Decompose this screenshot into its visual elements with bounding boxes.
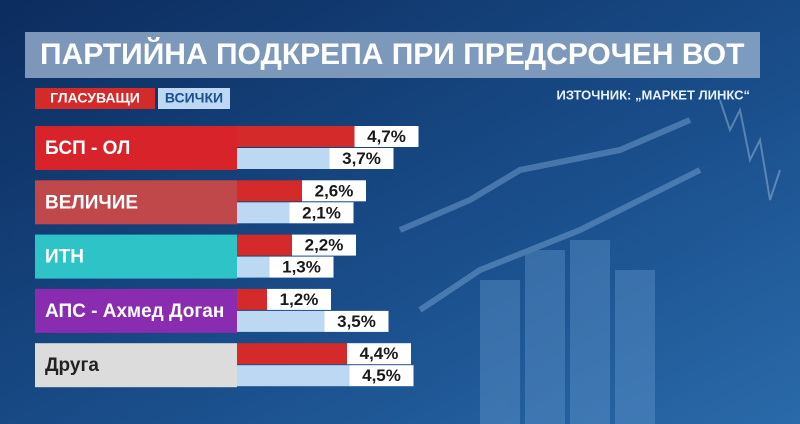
- value-label: 2,2%: [305, 236, 344, 255]
- bar: [237, 310, 325, 332]
- value-label: 3,5%: [337, 312, 376, 331]
- decoration: [398, 99, 781, 424]
- value-label-box: [354, 126, 419, 147]
- value-label: 2,1%: [302, 203, 341, 222]
- value-label: 3,7%: [342, 149, 381, 168]
- bar: [237, 256, 270, 278]
- value-label: 4,7%: [367, 127, 406, 146]
- bar: [237, 148, 330, 169]
- value-label: 4,4%: [360, 344, 399, 363]
- chart-title: ПАРТИЙНА ПОДКРЕПА ПРИ ПРЕДСРОЧЕН ВОТ: [40, 37, 744, 71]
- value-label: 1,3%: [282, 258, 321, 277]
- bar: [237, 234, 292, 256]
- bar: [237, 365, 350, 387]
- value-label-box: [292, 234, 356, 256]
- source: ИЗТОЧНИК: „МАРКЕТ ЛИНКС“: [556, 87, 750, 102]
- value-label-box: [329, 148, 394, 169]
- value-label: 1,2%: [280, 290, 319, 309]
- value-label: 4,5%: [362, 366, 401, 385]
- value-label-box: [269, 256, 334, 278]
- bar: [237, 202, 290, 224]
- value-label: 2,6%: [315, 181, 354, 200]
- legend-swatch: [35, 88, 155, 109]
- category-label: БСП - ОЛ: [45, 138, 130, 159]
- value-label-box: [349, 365, 414, 387]
- legend-label: ГЛАСУВАЩИ: [50, 90, 140, 106]
- value-label-box: [289, 202, 354, 224]
- value-label-box: [347, 343, 411, 365]
- legend-label: ВСИЧКИ: [165, 90, 223, 106]
- category-label: ИТН: [45, 247, 84, 268]
- value-label-box: [324, 310, 389, 332]
- value-label-box: [267, 288, 331, 310]
- title-bar: [25, 32, 760, 78]
- bar: [237, 180, 302, 202]
- category-label: ВЕЛИЧИЕ: [45, 192, 138, 213]
- category-box: [35, 234, 237, 279]
- bar: [237, 343, 347, 365]
- category-box: [35, 180, 237, 225]
- category-box: [35, 288, 237, 333]
- category-box: [35, 126, 237, 170]
- bar: [237, 126, 355, 147]
- legend-swatch: [158, 88, 230, 109]
- category-label: Друга: [45, 355, 99, 376]
- value-label-box: [302, 180, 366, 202]
- bar: [237, 288, 267, 310]
- category-label: АПС - Ахмед Доган: [45, 301, 224, 322]
- category-box: [35, 343, 237, 388]
